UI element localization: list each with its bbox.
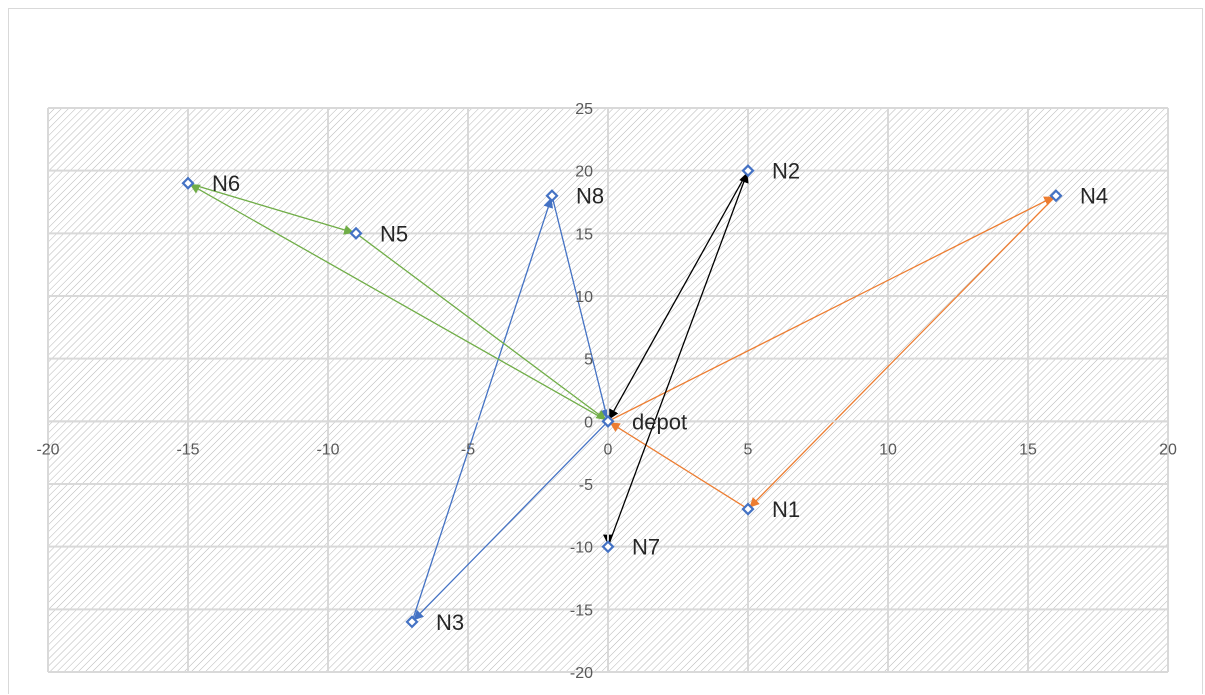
point-label: N1 <box>772 497 800 522</box>
point-marker <box>741 164 755 178</box>
y-tick-label: 0 <box>584 414 593 431</box>
route-segment <box>609 422 749 510</box>
y-tick-label: -10 <box>570 540 593 557</box>
route-segment <box>189 184 609 422</box>
x-tick-label: 20 <box>1159 441 1177 458</box>
point-marker <box>349 226 363 240</box>
point-labels: depot N1 N2 N3 N4 N5 N6 N7 N8 <box>212 159 1108 635</box>
point-label: depot <box>632 409 687 434</box>
point-marker <box>1049 189 1063 203</box>
y-tick-label: 10 <box>575 289 593 306</box>
point-marker <box>181 176 195 190</box>
x-tick-label: -20 <box>36 441 59 458</box>
point-markers <box>181 164 1063 629</box>
y-tick-label: 20 <box>575 164 593 181</box>
y-tick-label: 15 <box>575 226 593 243</box>
point-marker <box>741 502 755 516</box>
point-label: N6 <box>212 171 240 196</box>
x-tick-label: -10 <box>316 441 339 458</box>
route-segment <box>411 197 554 623</box>
point-marker <box>405 615 419 629</box>
x-tick-label: 15 <box>1019 441 1037 458</box>
point-label: N3 <box>436 610 464 635</box>
route-segment <box>607 172 749 547</box>
point-label: N7 <box>632 535 660 560</box>
x-tick-label: -5 <box>461 441 475 458</box>
route-segment <box>608 170 749 420</box>
route-segment <box>607 196 1055 422</box>
x-tick-label: 10 <box>879 441 897 458</box>
x-tick-label: 5 <box>744 441 753 458</box>
x-tick-label: 0 <box>604 441 613 458</box>
point-marker <box>601 540 615 554</box>
point-marker <box>545 189 559 203</box>
route-segment <box>355 232 607 421</box>
point-label: N5 <box>380 221 408 246</box>
route-segment <box>749 195 1057 508</box>
x-tick-label: -15 <box>176 441 199 458</box>
tick-labels: -20 -15 -10 -5 0 5 10 15 20 -20 -15 -10 -5 0 5 10 15 20 25 <box>36 101 1177 682</box>
point-label: N4 <box>1080 184 1108 209</box>
point-label: N2 <box>772 159 800 184</box>
y-tick-label: -5 <box>579 477 593 494</box>
route-lines <box>187 170 1057 623</box>
route-segment <box>551 195 610 420</box>
y-tick-label: 5 <box>584 352 593 369</box>
y-tick-label: -20 <box>570 665 593 682</box>
point-label: N8 <box>576 184 604 209</box>
route-segment <box>413 420 609 621</box>
point-marker <box>601 414 615 428</box>
y-tick-label: -15 <box>570 602 593 619</box>
y-tick-label: 25 <box>575 101 593 118</box>
route-segment <box>187 182 355 235</box>
